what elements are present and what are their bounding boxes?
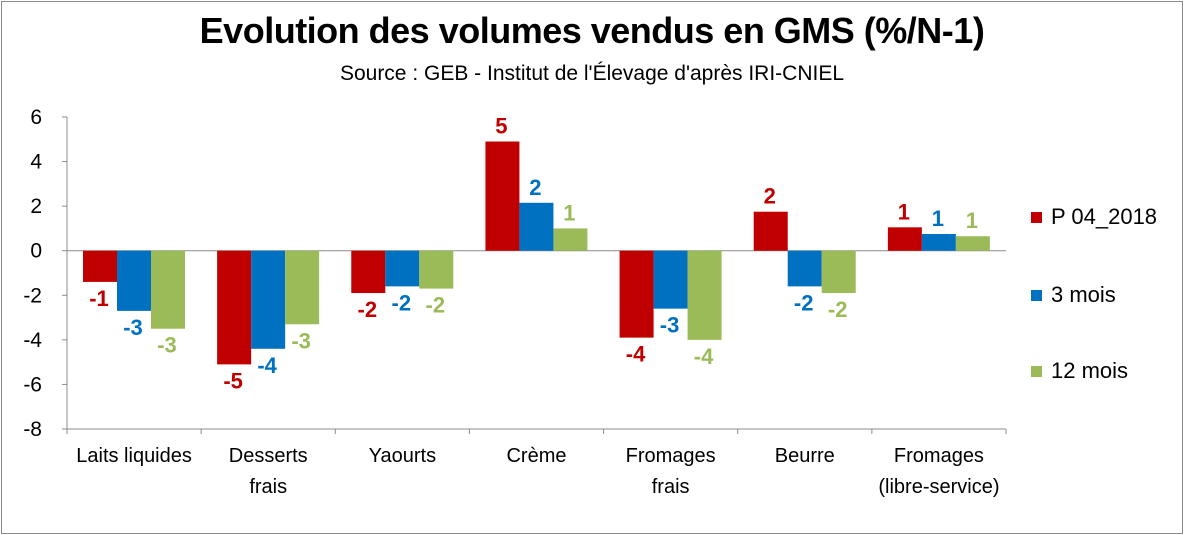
- data-label: -2: [392, 290, 412, 315]
- data-label: -3: [291, 328, 311, 353]
- bar: [787, 250, 822, 287]
- chart-category-labels: Laits liquides Desserts frais Yaourts Crème F…: [76, 445, 999, 498]
- legend-item: P 04_2018: [1031, 204, 1157, 230]
- bar: [217, 250, 252, 365]
- y-tick-label: 6: [30, 106, 42, 129]
- data-label: -3: [660, 313, 680, 338]
- bar: [753, 211, 788, 251]
- data-label: -4: [694, 344, 714, 369]
- bar: [285, 250, 320, 325]
- bar: [385, 250, 420, 287]
- y-tick-label: -6: [23, 373, 42, 396]
- category-label: frais: [652, 476, 690, 498]
- y-tick-label: -2: [23, 284, 42, 307]
- data-label: 5: [495, 114, 507, 139]
- data-label: 1: [932, 206, 944, 231]
- y-tick-label: -4: [23, 329, 42, 352]
- bar: [687, 250, 722, 340]
- category-label: frais: [249, 476, 287, 498]
- legend-item: 3 mois: [1031, 282, 1116, 308]
- data-label: -4: [257, 353, 277, 378]
- bar: [553, 228, 588, 251]
- bar: [921, 234, 956, 251]
- data-label: -4: [626, 342, 646, 367]
- category-label: Fromages: [626, 445, 716, 467]
- y-tick-label: 0: [30, 240, 42, 263]
- y-tick-label: 2: [30, 195, 42, 218]
- category-label: Desserts: [229, 445, 308, 467]
- bar: [619, 250, 654, 338]
- category-label: Crème: [506, 445, 566, 467]
- chart-title: Evolution des volumes vendus en GMS (%/N…: [199, 10, 985, 51]
- chart-subtitle: Source : GEB - Institut de l'Élevage d'a…: [339, 62, 845, 85]
- data-label: 1: [898, 199, 910, 224]
- legend-label: 12 mois: [1051, 358, 1129, 383]
- data-label: 2: [529, 175, 541, 200]
- chart-axes: 6 4 2 0 -2 -4 -6 -8: [23, 106, 1007, 441]
- data-label: -3: [157, 333, 177, 358]
- data-label: -2: [828, 297, 848, 322]
- data-label: 1: [966, 208, 978, 233]
- legend-label: 3 mois: [1051, 282, 1116, 307]
- data-label: -3: [123, 315, 143, 340]
- bar: [117, 250, 151, 311]
- legend-swatch: [1031, 211, 1042, 223]
- y-tick-label: -8: [23, 418, 42, 441]
- category-label: Yaourts: [369, 445, 436, 467]
- bar: [653, 250, 688, 309]
- category-label: Beurre: [775, 445, 835, 467]
- legend-item: 12 mois: [1031, 358, 1128, 384]
- data-label: -2: [426, 293, 446, 318]
- bar: [251, 250, 286, 349]
- legend-swatch: [1031, 289, 1042, 301]
- category-label: Fromages: [894, 445, 984, 467]
- data-label: -2: [358, 297, 378, 322]
- bar: [955, 236, 990, 251]
- bar: [419, 250, 454, 289]
- y-tick-label: 4: [30, 151, 42, 174]
- data-label: -2: [794, 290, 814, 315]
- bar: [351, 250, 386, 294]
- data-label: -5: [223, 368, 243, 393]
- category-label: (libre-service): [878, 476, 999, 498]
- legend-label: P 04_2018: [1051, 204, 1158, 229]
- data-label: 1: [563, 200, 575, 225]
- category-label: Laits liquides: [76, 445, 192, 467]
- bar: [485, 141, 520, 251]
- bar: [83, 250, 117, 282]
- bar: [887, 227, 922, 251]
- bar: [519, 202, 554, 251]
- legend-swatch: [1031, 365, 1042, 377]
- data-label: -1: [89, 286, 109, 311]
- chart-bars: [83, 141, 990, 365]
- bar: [151, 250, 185, 329]
- bar: [821, 250, 856, 294]
- chart-data-labels: -1-5-25-421-3-4-22-3-21-3 -3-21-4-21: [89, 114, 978, 394]
- data-label: 2: [764, 184, 776, 209]
